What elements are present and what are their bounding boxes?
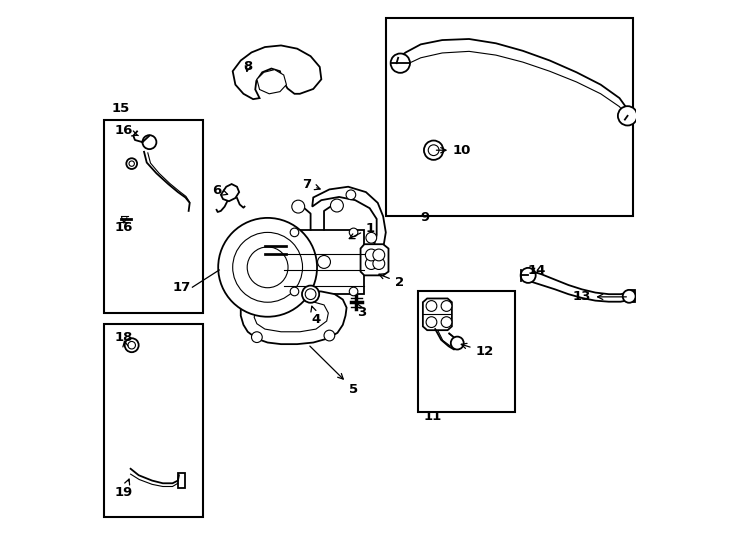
Circle shape [428,145,439,156]
Text: 17: 17 [172,281,191,294]
Polygon shape [386,17,633,217]
Circle shape [290,287,299,296]
Polygon shape [221,184,239,201]
Text: 13: 13 [573,291,626,303]
Circle shape [128,341,136,349]
Circle shape [142,135,156,149]
Text: 10: 10 [437,144,471,157]
Text: 15: 15 [112,103,130,116]
Circle shape [373,258,385,269]
Circle shape [622,290,636,303]
Circle shape [247,247,288,288]
Polygon shape [257,70,286,94]
Polygon shape [254,300,328,332]
Circle shape [390,53,410,73]
Circle shape [218,218,317,317]
Circle shape [441,301,452,312]
Circle shape [330,199,344,212]
Polygon shape [625,109,634,120]
Circle shape [125,338,139,352]
Text: 8: 8 [243,60,252,73]
Polygon shape [629,290,634,302]
Circle shape [290,228,299,237]
Circle shape [366,232,377,243]
Circle shape [349,228,358,237]
Polygon shape [178,473,186,488]
Circle shape [426,301,437,312]
Polygon shape [312,187,386,262]
Text: 4: 4 [311,306,321,326]
Text: 16: 16 [115,124,138,137]
Polygon shape [241,291,346,344]
Polygon shape [418,292,515,413]
Circle shape [349,287,358,296]
Polygon shape [103,323,203,517]
Text: 2: 2 [379,274,404,289]
Text: 12: 12 [461,343,494,358]
Text: 14: 14 [528,264,546,276]
Polygon shape [360,244,388,275]
Polygon shape [284,230,364,294]
Polygon shape [103,119,203,313]
Circle shape [233,232,302,302]
Text: 19: 19 [115,479,133,500]
Text: 18: 18 [115,330,133,347]
Circle shape [366,249,377,261]
Circle shape [441,317,452,327]
Circle shape [318,255,330,268]
Circle shape [126,158,137,169]
Text: 1: 1 [349,221,375,239]
Circle shape [324,330,335,341]
Circle shape [373,249,385,261]
Text: 7: 7 [302,178,320,191]
Circle shape [305,289,316,300]
Circle shape [618,106,637,125]
Circle shape [426,317,437,327]
Circle shape [520,268,536,283]
Circle shape [252,332,262,342]
Polygon shape [233,45,321,99]
Text: 16: 16 [115,218,133,233]
Circle shape [451,336,464,349]
Text: 3: 3 [357,303,366,320]
Circle shape [302,286,319,303]
Circle shape [346,190,356,200]
Text: 5: 5 [310,346,358,396]
Text: 9: 9 [421,211,430,224]
Circle shape [366,258,377,269]
Text: 11: 11 [424,410,442,423]
Text: 6: 6 [212,184,228,197]
Circle shape [424,140,443,160]
Circle shape [129,161,134,166]
Circle shape [292,200,305,213]
Polygon shape [423,299,452,330]
